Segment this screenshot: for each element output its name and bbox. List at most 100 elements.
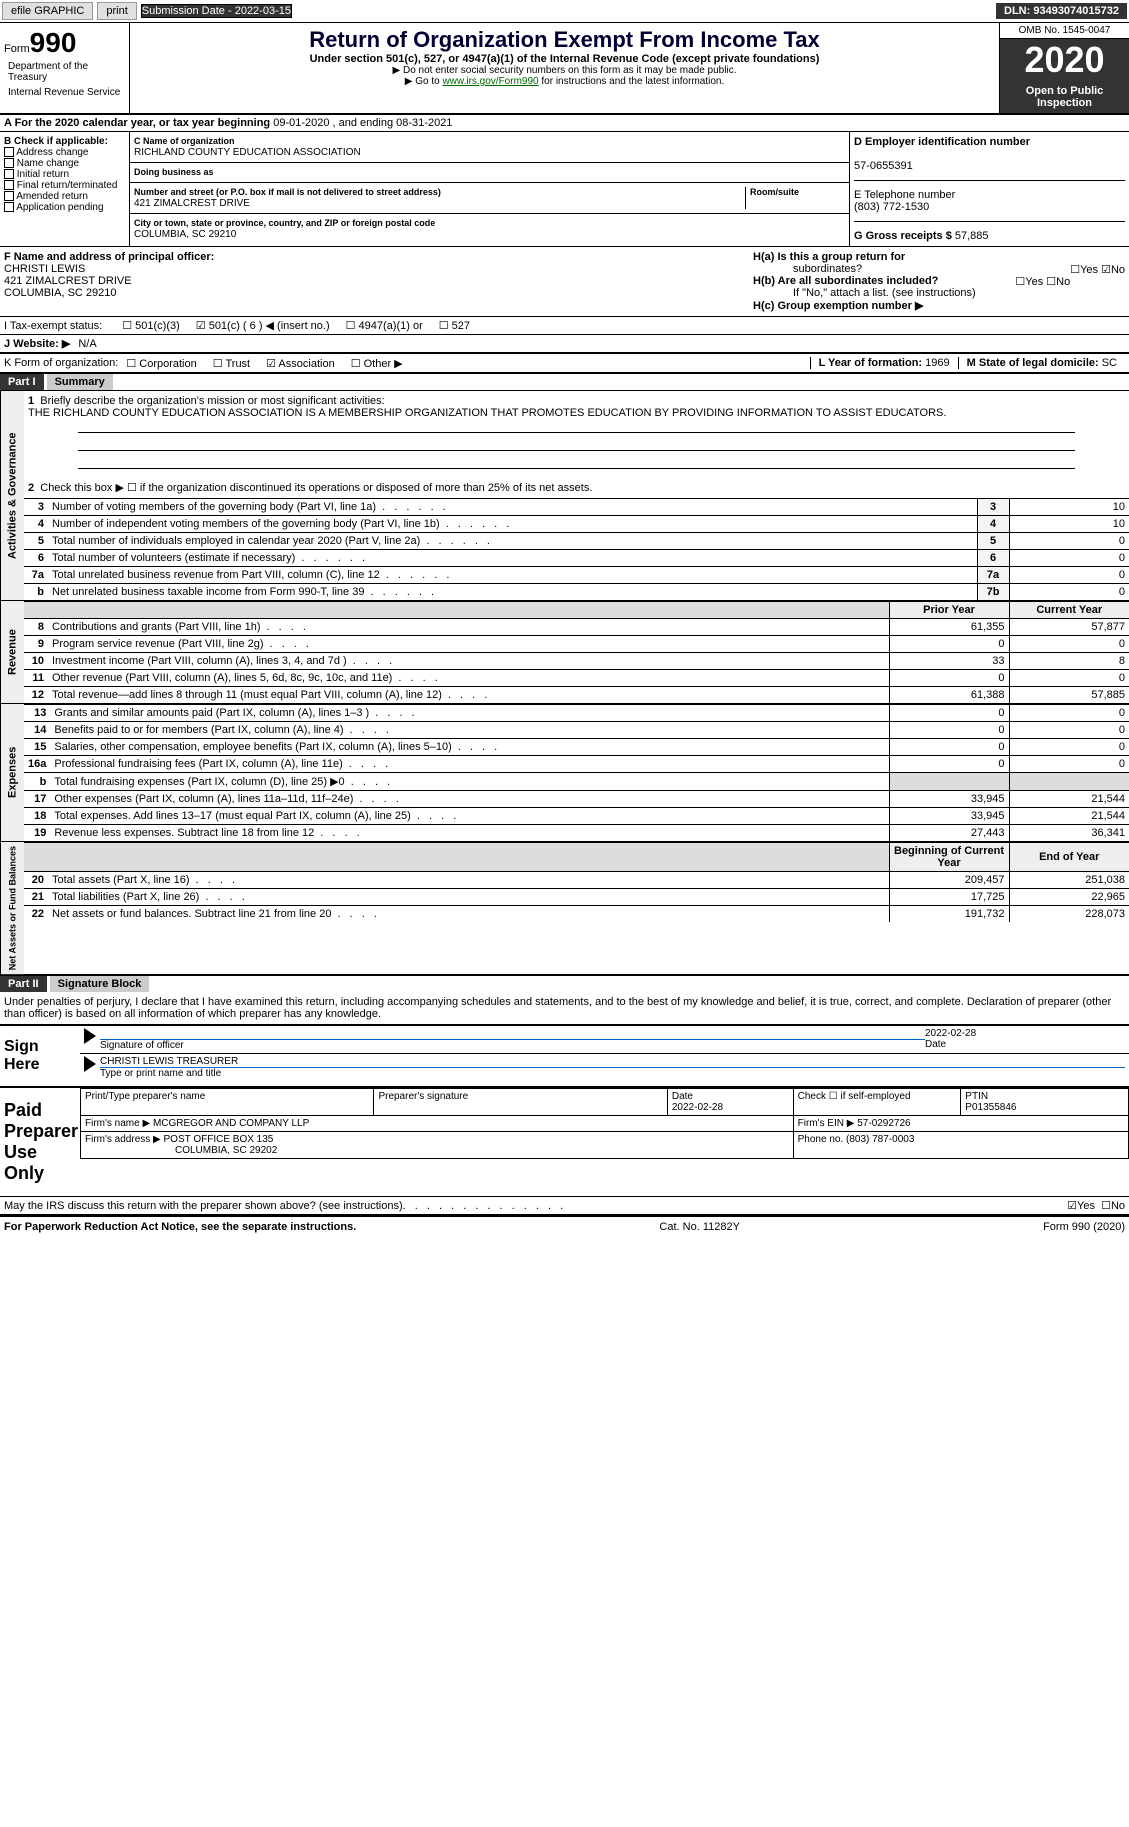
box-b-option[interactable]: Name change (4, 158, 125, 169)
dba-row: Doing business as (130, 163, 849, 183)
part1-title: Summary (47, 374, 113, 390)
table-row: 11Other revenue (Part VIII, column (A), … (24, 670, 1129, 687)
box-h: H(a) Is this a group return for subordin… (749, 247, 1129, 316)
box-f: F Name and address of principal officer:… (0, 247, 749, 316)
table-row: 9Program service revenue (Part VIII, lin… (24, 636, 1129, 653)
hb-label: H(b) Are all subordinates included? (753, 275, 938, 287)
table-row: bNet unrelated business taxable income f… (24, 584, 1129, 601)
form-year-box: OMB No. 1545-0047 2020 Open to Public In… (999, 23, 1129, 113)
table-row: 18Total expenses. Add lines 13–17 (must … (24, 808, 1129, 825)
page-footer: For Paperwork Reduction Act Notice, see … (0, 1216, 1129, 1237)
netassets-table: Beginning of Current Year End of Year 20… (24, 842, 1129, 922)
sig-name-value: CHRISTI LEWIS TREASURER (100, 1056, 238, 1067)
firm-name-label: Firm's name ▶ (85, 1118, 150, 1129)
preparer-table: Print/Type preparer's name Preparer's si… (80, 1088, 1129, 1159)
org-form-option[interactable]: ☑ Association (266, 358, 351, 370)
q1-row: 1 Briefly describe the organization's mi… (24, 391, 1129, 477)
prior-year-header: Prior Year (889, 602, 1009, 619)
line-j: J Website: ▶ N/A (0, 334, 1129, 352)
form-title: Return of Organization Exempt From Incom… (134, 27, 995, 53)
penalties-text: Under penalties of perjury, I declare th… (0, 992, 1129, 1024)
vlabel-netassets: Net Assets or Fund Balances (0, 842, 24, 974)
part1-expenses: Expenses 13Grants and similar amounts pa… (0, 703, 1129, 841)
table-row: 5Total number of individuals employed in… (24, 533, 1129, 550)
efile-button[interactable]: efile GRAPHIC (2, 2, 93, 20)
open-inspection: Open to Public Inspection (1000, 81, 1129, 113)
tax-status-option[interactable]: ☑ 501(c) ( 6 ) ◀ (insert no.) (196, 320, 346, 332)
table-row: 19Revenue less expenses. Subtract line 1… (24, 825, 1129, 842)
tax-status-option[interactable]: ☐ 527 (439, 320, 486, 332)
expenses-content: 13Grants and similar amounts paid (Part … (24, 704, 1129, 841)
org-name-row: C Name of organization RICHLAND COUNTY E… (130, 132, 849, 163)
hb-note: If "No," attach a list. (see instruction… (753, 287, 976, 299)
end-year-header: End of Year (1009, 843, 1129, 872)
print-button[interactable]: print (97, 2, 136, 20)
current-year-header: Current Year (1009, 602, 1129, 619)
prep-date-value: 2022-02-28 (672, 1102, 723, 1113)
q1-text: THE RICHLAND COUNTY EDUCATION ASSOCIATIO… (28, 407, 946, 419)
q2-row: 2 Check this box ▶ ☐ if the organization… (24, 477, 1129, 498)
prep-row3: Firm's address ▶ POST OFFICE BOX 135COLU… (81, 1132, 1129, 1159)
form-note1: ▶ Do not enter social security numbers o… (134, 65, 995, 76)
subdate-value: 2022-03-15 (235, 5, 291, 17)
signature-line: Signature of officer 2022-02-28 Date (80, 1026, 1129, 1054)
dln: DLN: 93493074015732 (996, 3, 1127, 19)
room-label: Room/suite (750, 187, 799, 197)
part2-label: Part II (0, 976, 47, 992)
gross-label: G Gross receipts $ (854, 230, 955, 242)
org-form-option[interactable]: ☐ Other ▶ (351, 358, 419, 370)
revenue-table: Prior Year Current Year 8Contributions a… (24, 601, 1129, 703)
line-j-value: N/A (70, 338, 96, 350)
line-a: A For the 2020 calendar year, or tax yea… (0, 115, 1129, 132)
tax-status-option[interactable]: ☐ 501(c)(3) (122, 320, 196, 332)
ha-label: H(a) Is this a group return for (753, 251, 905, 263)
irs-link[interactable]: www.irs.gov/Form990 (442, 76, 538, 87)
ptin-label: PTIN (965, 1091, 988, 1102)
form-subtitle: Under section 501(c), 527, or 4947(a)(1)… (134, 53, 995, 65)
begin-year-header: Beginning of Current Year (889, 843, 1009, 872)
hb-no: No (1056, 276, 1070, 288)
box-b-label: B Check if applicable: (4, 136, 108, 147)
box-b-option[interactable]: Amended return (4, 191, 125, 202)
org-form-option[interactable]: ☐ Corporation (126, 358, 212, 370)
tax-year: 2020 (1000, 39, 1129, 81)
prep-check-label: Check ☐ if self-employed (798, 1091, 911, 1102)
dept-irs: Internal Revenue Service (4, 85, 125, 100)
line-i-label: I Tax-exempt status: (4, 320, 102, 332)
firm-ein-label: Firm's EIN ▶ (798, 1118, 855, 1129)
blank-line (78, 437, 1075, 451)
org-name-label: C Name of organization (134, 136, 235, 146)
box-b-option[interactable]: Application pending (4, 202, 125, 213)
line-klm: K Form of organization: ☐ Corporation☐ T… (0, 354, 1129, 372)
part1-revenue: Revenue Prior Year Current Year 8Contrib… (0, 600, 1129, 703)
line-m-value: SC (1102, 357, 1117, 369)
arrow-icon (84, 1028, 96, 1044)
tax-status-option[interactable]: ☐ 4947(a)(1) or (346, 320, 439, 332)
prep-date-label: Date (672, 1091, 693, 1102)
table-row: bTotal fundraising expenses (Part IX, co… (24, 773, 1129, 791)
org-form-option[interactable]: ☐ Trust (213, 358, 266, 370)
governance-table: 3Number of voting members of the governi… (24, 498, 1129, 600)
note2-suffix: for instructions and the latest informat… (539, 76, 725, 87)
line-a-mid: , and ending (329, 117, 396, 129)
footer-center: Cat. No. 11282Y (356, 1221, 1043, 1233)
box-b-option[interactable]: Address change (4, 147, 125, 158)
table-row: 13Grants and similar amounts paid (Part … (24, 705, 1129, 722)
box-b-option[interactable]: Final return/terminated (4, 180, 125, 191)
table-row: 17Other expenses (Part IX, column (A), l… (24, 791, 1129, 808)
dba-label: Doing business as (134, 167, 214, 177)
firm-city-value: COLUMBIA, SC 29202 (85, 1145, 277, 1156)
discuss-yes: Yes (1077, 1200, 1095, 1212)
line-a-prefix: A For the 2020 calendar year, or tax yea… (4, 117, 273, 129)
form-prefix: Form (4, 43, 30, 55)
line-a-begin: 09-01-2020 (273, 117, 329, 129)
box-b-option[interactable]: Initial return (4, 169, 125, 180)
table-row: 21Total liabilities (Part X, line 26) . … (24, 889, 1129, 906)
city-label: City or town, state or province, country… (134, 218, 435, 228)
part1-label: Part I (0, 374, 44, 390)
table-row: 20Total assets (Part X, line 16) . . . .… (24, 872, 1129, 889)
governance-content: 1 Briefly describe the organization's mi… (24, 391, 1129, 600)
revenue-content: Prior Year Current Year 8Contributions a… (24, 601, 1129, 703)
org-name: RICHLAND COUNTY EDUCATION ASSOCIATION (134, 147, 361, 158)
part1-header: Part I Summary (0, 374, 1129, 390)
